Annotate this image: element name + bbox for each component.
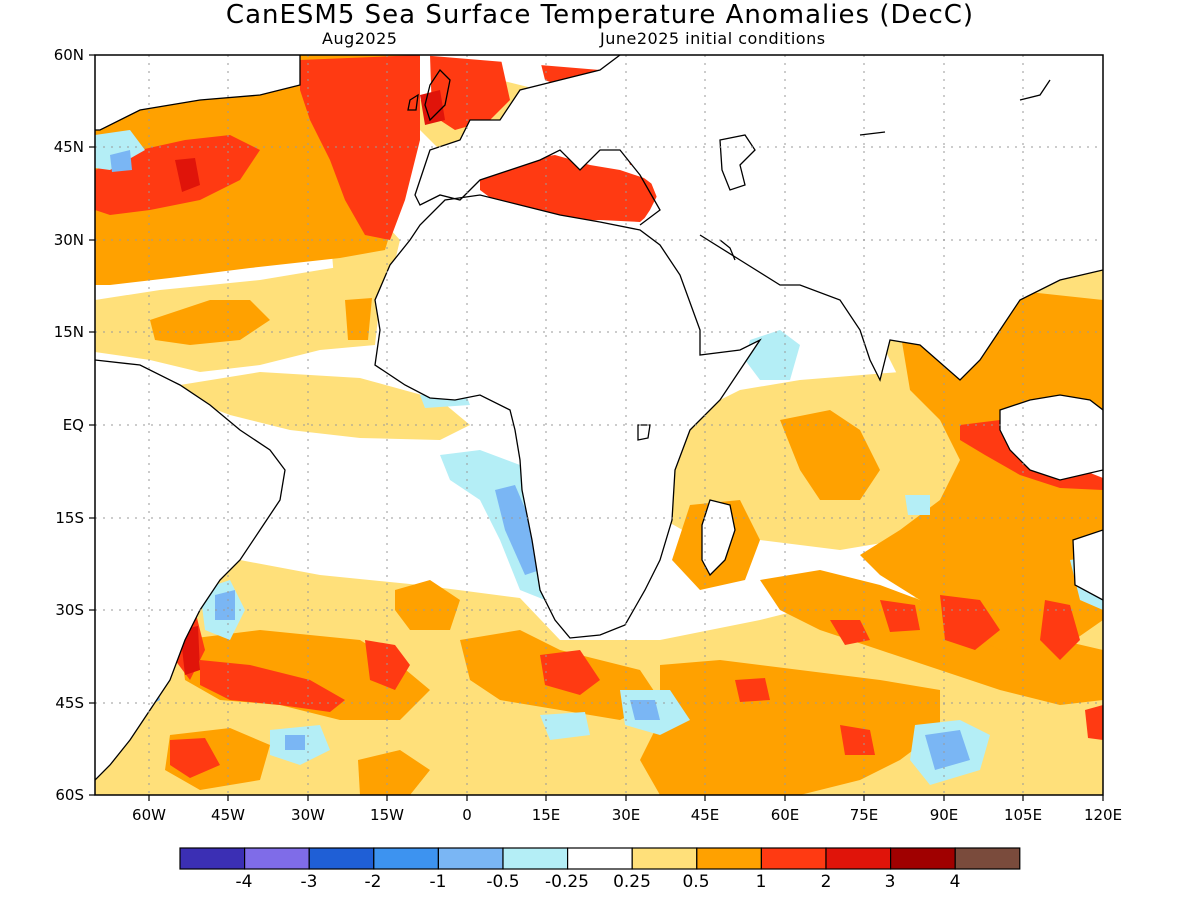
init-conditions-label: June2025 initial conditions — [600, 29, 826, 48]
colorbar-swatch — [502, 847, 569, 870]
axis-ticks — [89, 54, 1104, 801]
lat-label: 15S — [55, 509, 84, 527]
lon-label: 60W — [132, 806, 166, 824]
lat-label: EQ — [63, 416, 84, 434]
graticule — [95, 55, 1103, 795]
chart-title: CanESM5 Sea Surface Temperature Anomalie… — [225, 0, 975, 30]
land-mask — [95, 55, 1103, 780]
colorbar-label: 1 — [756, 872, 767, 892]
anomaly-shade-0.5 — [95, 55, 1103, 795]
colorbar-swatch — [631, 847, 698, 870]
colorbar-swatch — [566, 847, 633, 870]
lat-label: 45N — [54, 138, 84, 156]
latitude-labels: 60N 45N 30N 15N EQ 15S 30S 45S 60S — [54, 46, 84, 804]
colorbar-label: -3 — [301, 872, 318, 892]
anomaly-field — [95, 55, 1103, 795]
colorbar-label: 2 — [821, 872, 832, 892]
colorbar-swatch — [373, 847, 439, 870]
colorbar-labels: -4 -3 -2 -1 -0.5 -0.25 0.25 0.5 1 2 3 4 — [236, 872, 961, 892]
coastlines — [95, 55, 1103, 781]
lat-label: 60S — [55, 786, 84, 804]
lat-label: 15N — [54, 323, 84, 341]
lon-label: 30E — [612, 806, 641, 824]
colorbar-label: -4 — [236, 872, 253, 892]
colorbar-swatch — [244, 847, 310, 870]
colorbar-label: -2 — [365, 872, 382, 892]
colorbar-swatch — [760, 847, 827, 870]
colorbar-label: -1 — [430, 872, 447, 892]
colorbar-swatch — [889, 847, 956, 870]
colorbar-swatch — [308, 847, 375, 870]
colorbar-swatch — [179, 847, 246, 870]
colorbar-swatch — [954, 847, 1021, 870]
lon-label: 15W — [370, 806, 404, 824]
colorbar-label: 3 — [885, 872, 896, 892]
lat-label: 60N — [54, 46, 84, 64]
lon-label: 30W — [291, 806, 325, 824]
colorbar-label: -0.25 — [545, 872, 589, 892]
colorbar: -4 -3 -2 -1 -0.5 -0.25 0.25 0.5 1 2 3 4 — [179, 847, 1021, 892]
lat-label: 30S — [55, 601, 84, 619]
lon-label: 15E — [532, 806, 561, 824]
lon-label: 60E — [771, 806, 800, 824]
longitude-labels: 60W 45W 30W 15W 0 15E 30E 45E 60E 75E 90… — [132, 806, 1122, 824]
lon-label: 105E — [1004, 806, 1042, 824]
colorbar-label: 0.5 — [682, 872, 709, 892]
lon-label: 75E — [850, 806, 879, 824]
colorbar-boxes — [179, 847, 1021, 870]
lat-label: 30N — [54, 231, 84, 249]
colorbar-label: -0.5 — [486, 872, 519, 892]
colorbar-label: 0.25 — [613, 872, 651, 892]
lon-label: 45W — [211, 806, 245, 824]
colorbar-swatch — [825, 847, 892, 870]
colorbar-swatch — [696, 847, 762, 870]
lon-label: 120E — [1084, 806, 1122, 824]
lon-label: 45E — [691, 806, 720, 824]
valid-month-label: Aug2025 — [322, 29, 398, 48]
colorbar-label: 4 — [950, 872, 961, 892]
lon-label: 90E — [930, 806, 959, 824]
lat-label: 45S — [55, 694, 84, 712]
colorbar-swatch — [437, 847, 504, 870]
lon-label: 0 — [462, 806, 472, 824]
